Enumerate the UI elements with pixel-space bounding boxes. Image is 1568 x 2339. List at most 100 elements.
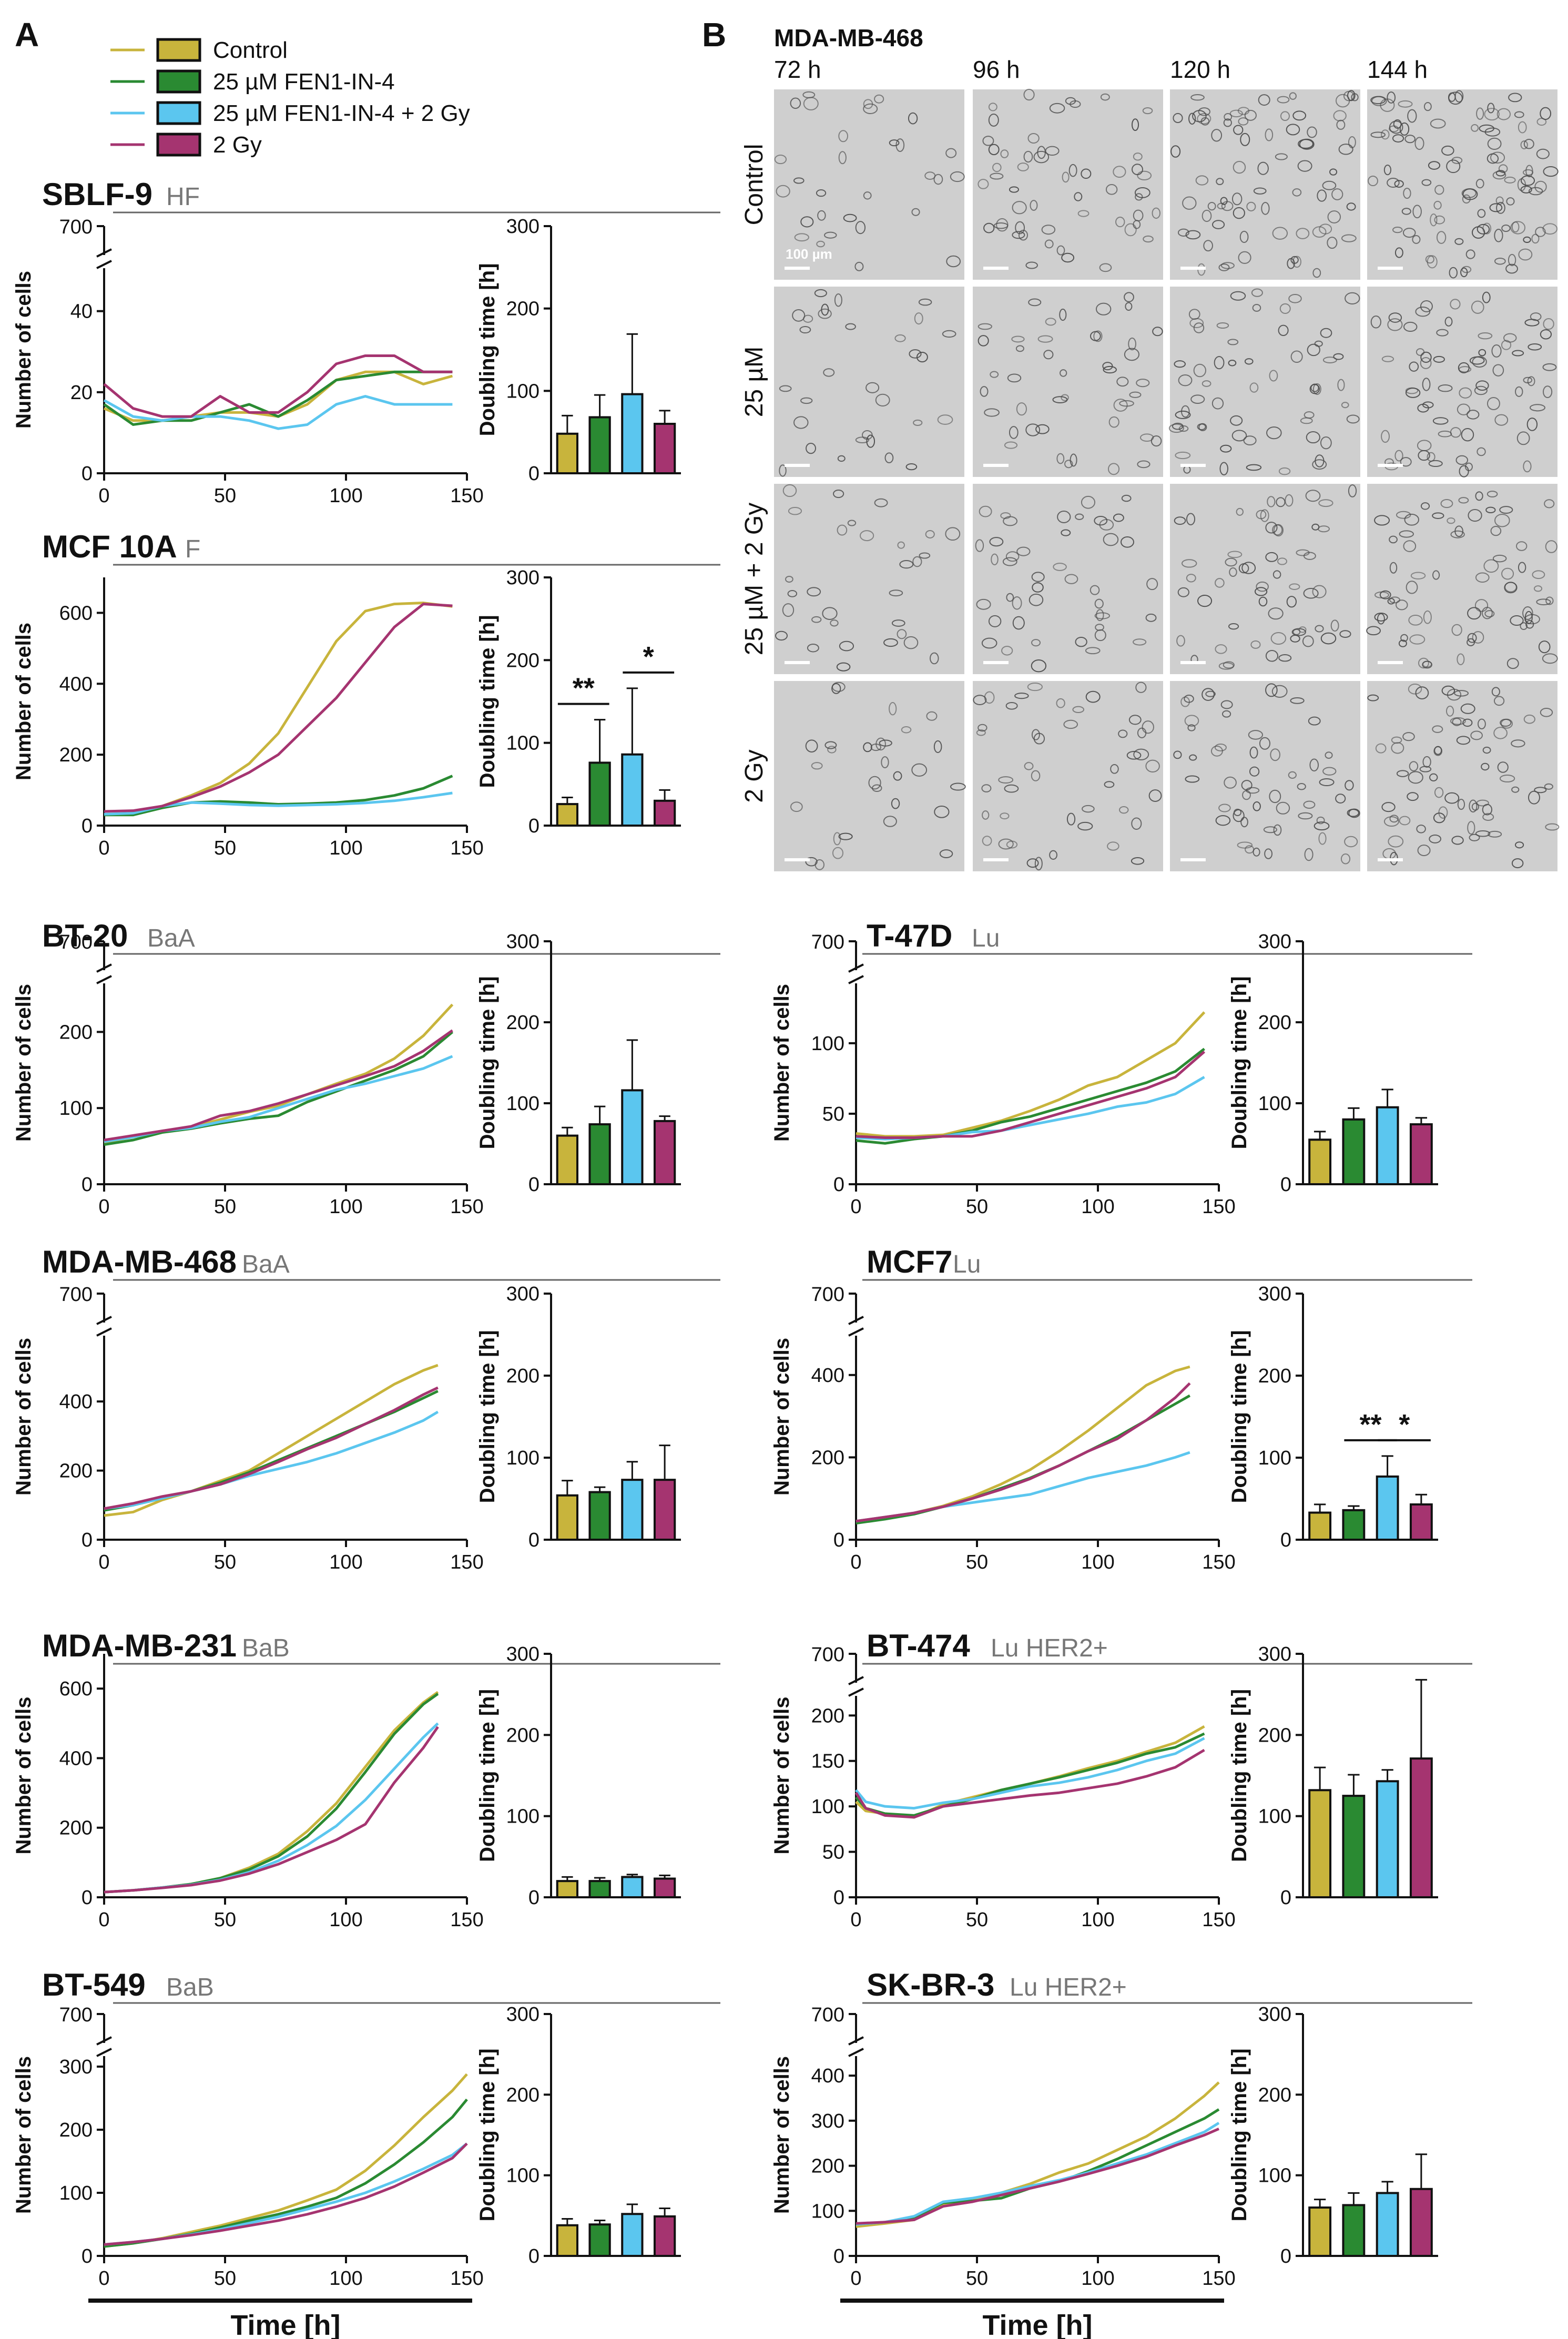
micrograph-cell bbox=[1292, 188, 1302, 197]
micrograph-cell bbox=[1225, 557, 1237, 567]
micrograph-cell bbox=[1451, 836, 1464, 845]
micrograph-cell bbox=[1520, 140, 1528, 149]
micrograph-cell bbox=[1374, 591, 1389, 599]
micrograph-cell bbox=[1276, 497, 1286, 507]
micrograph-cell bbox=[980, 386, 989, 397]
micrograph-cell bbox=[897, 541, 905, 549]
scale-bar bbox=[1180, 464, 1206, 467]
micrograph-cell bbox=[805, 739, 818, 752]
micrograph-cell bbox=[1292, 110, 1307, 121]
micrograph-cell bbox=[942, 330, 956, 338]
micrograph-cell bbox=[988, 103, 997, 111]
bar bbox=[1409, 1123, 1433, 1186]
micrograph-cell bbox=[1245, 845, 1255, 854]
micrograph-cell bbox=[1265, 128, 1274, 141]
axis-break-mark bbox=[96, 248, 112, 258]
micrograph-cell bbox=[1309, 384, 1320, 394]
micrograph-cell bbox=[1523, 377, 1533, 383]
micrograph-cell bbox=[1338, 144, 1353, 155]
micrograph-cell bbox=[1478, 349, 1486, 357]
micrograph-cell bbox=[883, 816, 897, 827]
micrograph-cell bbox=[1061, 252, 1075, 263]
micrograph-cell bbox=[1278, 654, 1292, 662]
x-tick-label: 50 bbox=[966, 2267, 988, 2290]
micrograph-cell bbox=[1220, 262, 1235, 269]
micrograph-cell bbox=[1510, 615, 1524, 626]
micrograph-cell bbox=[1322, 180, 1337, 190]
micrograph-cell bbox=[1105, 184, 1118, 195]
micrograph-cell bbox=[1469, 799, 1478, 813]
x-tick-label: 100 bbox=[329, 485, 362, 507]
series-line bbox=[103, 354, 453, 418]
micrograph-cell bbox=[802, 91, 816, 98]
micrograph-cell bbox=[1396, 770, 1409, 777]
micrograph-cell bbox=[1490, 526, 1502, 536]
micrograph-cell bbox=[1035, 424, 1050, 434]
micrograph-cell bbox=[1229, 567, 1237, 577]
micrograph-cell bbox=[1528, 343, 1542, 351]
y-tick-label: 0 bbox=[833, 1529, 844, 1551]
micrograph-cell bbox=[1120, 536, 1134, 548]
micrograph-cell bbox=[1012, 201, 1027, 215]
micrograph-cell bbox=[1238, 251, 1251, 264]
micrograph-cell bbox=[1484, 108, 1500, 121]
micrograph-cell bbox=[1173, 750, 1182, 759]
micrograph-cell bbox=[832, 847, 844, 859]
micrograph-cell bbox=[816, 189, 827, 197]
micrograph-cell bbox=[1148, 789, 1162, 802]
micrograph-cell bbox=[1275, 153, 1288, 160]
micrograph-cell bbox=[978, 335, 989, 347]
micrograph-cell bbox=[1501, 718, 1513, 729]
micrograph-cell bbox=[787, 590, 798, 597]
micrograph-cell bbox=[1436, 329, 1449, 337]
micrograph-cell bbox=[1272, 570, 1281, 579]
micrograph-cell bbox=[1416, 348, 1425, 356]
micrograph-cell bbox=[1170, 145, 1181, 158]
micrograph-cell bbox=[1126, 751, 1142, 760]
micrograph-cell bbox=[837, 455, 846, 462]
micrograph-cell bbox=[903, 636, 919, 649]
micrograph-cell bbox=[1023, 150, 1033, 163]
micrograph-cell bbox=[1408, 614, 1423, 626]
micrograph-cell bbox=[1492, 364, 1504, 377]
micrograph-cell bbox=[1288, 771, 1297, 779]
micrograph-cell bbox=[1129, 391, 1142, 398]
micrograph-cell bbox=[1489, 203, 1503, 212]
micrograph-cell bbox=[1217, 202, 1226, 210]
micrograph-image bbox=[973, 484, 1163, 674]
y-axis-label: Number of cells bbox=[12, 1696, 35, 1854]
series-line bbox=[855, 1737, 1205, 1810]
micrograph-cell bbox=[933, 174, 943, 185]
micrograph-cell bbox=[1340, 853, 1351, 865]
micrograph-cell bbox=[1482, 746, 1491, 754]
micrograph-cell bbox=[1059, 308, 1067, 321]
micrograph-cell bbox=[1142, 107, 1153, 115]
x-tick-label: 50 bbox=[214, 485, 236, 507]
micrograph-cell bbox=[1081, 495, 1096, 509]
bar bbox=[621, 1479, 644, 1541]
series-line bbox=[104, 1055, 453, 1143]
axis-break-mark bbox=[96, 2036, 112, 2046]
y-tick-label: 40 bbox=[70, 301, 93, 323]
micrograph-cell bbox=[893, 771, 902, 781]
micrograph-cell bbox=[1396, 511, 1411, 519]
micrograph-cell bbox=[1404, 513, 1419, 526]
micrograph-cell bbox=[1000, 812, 1010, 820]
micrograph-cell bbox=[1482, 222, 1492, 235]
bar bbox=[1376, 2192, 1399, 2257]
micrograph-cell bbox=[1312, 383, 1321, 395]
micrograph-cell bbox=[1449, 267, 1458, 279]
micrograph-cell bbox=[1474, 599, 1489, 612]
micrograph-cell bbox=[1214, 744, 1227, 751]
series-line bbox=[856, 2122, 1220, 2226]
micrograph-cell bbox=[1337, 379, 1345, 391]
legend-label-1: 25 µM FEN1-IN-4 bbox=[213, 69, 395, 95]
micrograph-cell bbox=[981, 784, 992, 792]
micrograph-cell bbox=[1131, 817, 1142, 830]
bar-y-tick-label: 200 bbox=[506, 1365, 539, 1387]
scale-bar bbox=[1180, 661, 1206, 664]
micrograph-cell bbox=[1494, 513, 1510, 527]
micrograph-cell bbox=[1430, 118, 1446, 129]
micrograph-cell bbox=[1214, 355, 1225, 370]
micrograph-cell bbox=[855, 436, 870, 443]
